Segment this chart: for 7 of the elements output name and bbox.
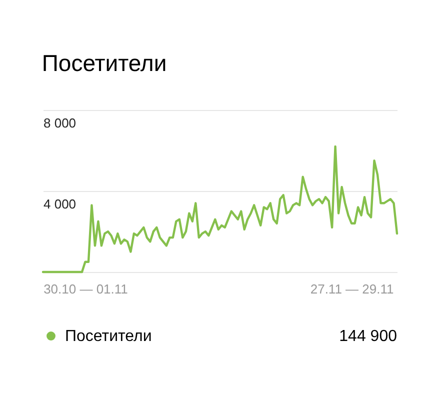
y-tick-label: 8 000: [44, 116, 76, 130]
x-tick-label: 27.11 — 29.11: [310, 282, 394, 296]
x-tick-label: 30.10 — 01.11: [44, 282, 128, 296]
y-tick-label: 4 000: [44, 196, 76, 212]
text: 144 900: [339, 328, 398, 345]
legend-label: Посетители: [65, 328, 152, 345]
chart-title: Посетители: [42, 50, 167, 76]
